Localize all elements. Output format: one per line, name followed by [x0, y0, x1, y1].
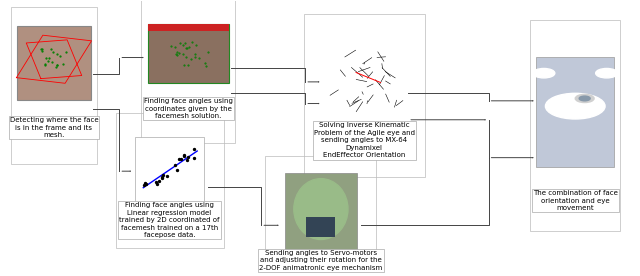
Point	[183, 155, 193, 159]
FancyBboxPatch shape	[148, 24, 229, 83]
Text: Finding face angles using
Linear regression model
trained by 2D coordinated of
f: Finding face angles using Linear regress…	[119, 202, 220, 238]
Point	[189, 147, 199, 151]
Point	[152, 182, 162, 186]
Point	[150, 180, 161, 184]
Point	[162, 174, 172, 178]
Circle shape	[579, 96, 590, 101]
Point	[157, 174, 167, 179]
Circle shape	[575, 94, 594, 102]
Text: Finding face angles using
coordinates given by the
facemesh solution.: Finding face angles using coordinates gi…	[144, 98, 233, 119]
FancyBboxPatch shape	[536, 57, 614, 167]
Circle shape	[533, 68, 555, 78]
Point	[182, 158, 192, 162]
Point	[172, 168, 182, 172]
Point	[156, 176, 166, 180]
Point	[154, 179, 164, 184]
FancyBboxPatch shape	[285, 172, 357, 254]
Circle shape	[545, 93, 605, 119]
Point	[189, 156, 200, 160]
Point	[176, 157, 186, 161]
Ellipse shape	[294, 179, 348, 240]
FancyBboxPatch shape	[148, 24, 229, 31]
Text: Sending angles to Servo-motors
and adjusting their rotation for the
2-DOF animat: Sending angles to Servo-motors and adjus…	[259, 250, 383, 271]
Point	[141, 182, 152, 186]
Text: Solving Inverse Kinematic
Problem of the Agile eye and
sending angles to MX-64
D: Solving Inverse Kinematic Problem of the…	[314, 123, 415, 158]
Point	[170, 162, 180, 167]
Point	[139, 183, 149, 187]
Point	[140, 181, 150, 185]
Point	[179, 154, 189, 158]
Point	[179, 153, 189, 157]
Circle shape	[596, 68, 618, 78]
FancyBboxPatch shape	[17, 26, 91, 100]
FancyBboxPatch shape	[135, 137, 204, 202]
Text: The combination of face
orientation and eye
movement: The combination of face orientation and …	[533, 190, 618, 211]
FancyBboxPatch shape	[307, 217, 335, 237]
Point	[174, 156, 184, 161]
Text: Detecting where the face
is in the frame and its
mesh.: Detecting where the face is in the frame…	[10, 117, 99, 138]
Point	[157, 172, 168, 177]
